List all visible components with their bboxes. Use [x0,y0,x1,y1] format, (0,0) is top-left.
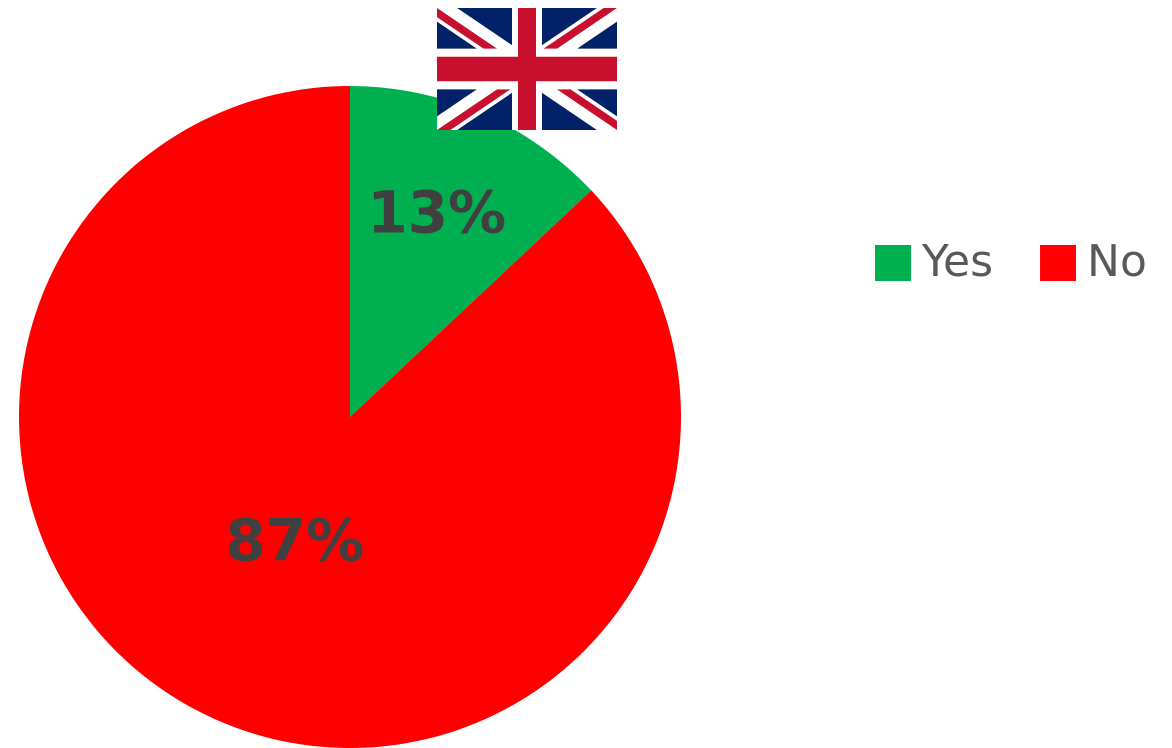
legend-label: Yes [921,236,993,287]
data-label: 87% [225,507,364,575]
legend-label: No [1087,236,1147,287]
legend-swatch [1040,245,1077,281]
data-labels: 13% 87% [225,179,506,575]
pie-slice [19,86,682,748]
data-label: 13% [367,179,506,247]
pie-slice [350,86,592,417]
legend-swatch [875,245,911,281]
legend: Yes No [875,236,1147,287]
uk-flag [437,8,617,130]
pie [19,86,682,748]
